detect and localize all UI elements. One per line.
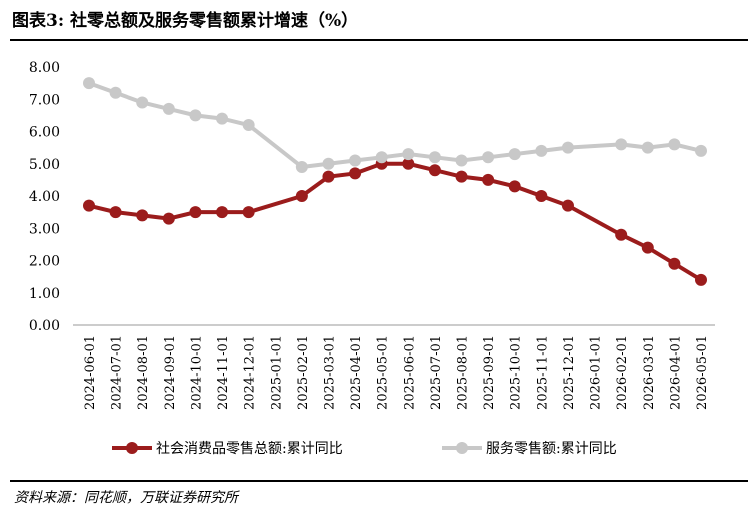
point bbox=[508, 180, 521, 193]
x-tick-label: 2025-06-01 bbox=[402, 335, 417, 410]
point bbox=[189, 109, 202, 122]
y-tick-label: 1.00 bbox=[29, 286, 60, 302]
point bbox=[216, 206, 229, 219]
chart-title: 图表3: 社零总额及服务零售额累计增速（%） bbox=[12, 10, 358, 31]
point bbox=[189, 206, 202, 219]
legend-label: 服务零售额:累计同比 bbox=[486, 441, 617, 457]
y-tick-label: 0.00 bbox=[29, 318, 60, 334]
x-tick-label: 2026-02-01 bbox=[615, 335, 630, 410]
point bbox=[455, 170, 468, 183]
x-tick-label: 2025-09-01 bbox=[482, 335, 497, 410]
point bbox=[615, 138, 628, 151]
x-tick-label: 2024-10-01 bbox=[189, 335, 204, 410]
x-tick-label: 2025-10-01 bbox=[509, 335, 524, 410]
point bbox=[695, 144, 707, 157]
y-tick-label: 8.00 bbox=[29, 60, 60, 76]
y-tick-label: 2.00 bbox=[29, 254, 60, 270]
point bbox=[295, 160, 308, 173]
point bbox=[242, 206, 255, 219]
point bbox=[668, 257, 681, 270]
point bbox=[109, 206, 122, 219]
legend-marker bbox=[456, 442, 468, 454]
point bbox=[322, 170, 335, 183]
y-tick-label: 6.00 bbox=[29, 125, 60, 141]
x-tick-label: 2024-08-01 bbox=[136, 335, 151, 410]
point bbox=[561, 199, 574, 212]
point bbox=[455, 154, 468, 167]
point bbox=[136, 209, 149, 222]
y-tick-label: 4.00 bbox=[29, 189, 60, 205]
x-tick-label: 2025-08-01 bbox=[456, 335, 471, 410]
point bbox=[322, 157, 335, 170]
point bbox=[535, 144, 548, 157]
point bbox=[641, 141, 654, 154]
point bbox=[508, 148, 521, 161]
x-tick-label: 2025-11-01 bbox=[535, 335, 550, 410]
point bbox=[402, 148, 415, 161]
y-tick-label: 3.00 bbox=[29, 221, 60, 237]
x-tick-label: 2024-11-01 bbox=[216, 335, 231, 410]
y-tick-label: 7.00 bbox=[29, 92, 60, 108]
point bbox=[641, 241, 654, 254]
x-tick-label: 2026-04-01 bbox=[668, 335, 683, 410]
gap-connector bbox=[567, 142, 622, 150]
x-tick-label: 2025-03-01 bbox=[322, 335, 337, 410]
x-tick-label: 2026-03-01 bbox=[642, 335, 657, 410]
point bbox=[242, 119, 255, 132]
point bbox=[109, 86, 122, 99]
source: 资料来源：同花顺，万联证券研究所 bbox=[14, 490, 240, 506]
point bbox=[83, 77, 95, 90]
gap-connector bbox=[248, 194, 303, 215]
x-tick-label: 2025-04-01 bbox=[349, 335, 364, 410]
x-tick-label: 2025-02-01 bbox=[296, 335, 311, 410]
point bbox=[349, 154, 362, 167]
point bbox=[428, 164, 441, 177]
x-tick-label: 2026-01-01 bbox=[589, 335, 604, 410]
point bbox=[482, 151, 495, 164]
point bbox=[375, 151, 388, 164]
point bbox=[695, 273, 707, 286]
point bbox=[615, 228, 628, 241]
point bbox=[561, 141, 574, 154]
point bbox=[482, 173, 495, 186]
x-tick-label: 2024-12-01 bbox=[243, 335, 258, 410]
point bbox=[83, 199, 95, 212]
point bbox=[402, 157, 415, 170]
point bbox=[136, 96, 149, 109]
gap-connector bbox=[566, 203, 623, 237]
x-tick-label: 2025-12-01 bbox=[562, 335, 577, 410]
series-line bbox=[88, 161, 703, 282]
x-tick-label: 2025-01-01 bbox=[269, 335, 284, 410]
gap-connector bbox=[247, 123, 304, 169]
point bbox=[216, 112, 229, 125]
point bbox=[295, 190, 308, 202]
point bbox=[162, 212, 175, 225]
point bbox=[535, 190, 548, 202]
legend-label: 社会消费品零售总额:累计同比 bbox=[156, 441, 343, 457]
x-tick-label: 2026-05-01 bbox=[695, 335, 710, 410]
x-tick-label: 2024-07-01 bbox=[110, 335, 125, 410]
point bbox=[428, 151, 441, 164]
y-tick-label: 5.00 bbox=[29, 157, 60, 173]
point bbox=[162, 102, 175, 115]
legend-marker bbox=[126, 442, 138, 454]
x-tick-label: 2024-09-01 bbox=[163, 335, 178, 410]
x-tick-label: 2025-07-01 bbox=[429, 335, 444, 410]
x-tick-label: 2024-06-01 bbox=[83, 335, 98, 410]
x-tick-label: 2025-05-01 bbox=[376, 335, 391, 410]
point bbox=[349, 167, 362, 180]
series-line bbox=[88, 81, 702, 169]
point bbox=[668, 138, 681, 151]
